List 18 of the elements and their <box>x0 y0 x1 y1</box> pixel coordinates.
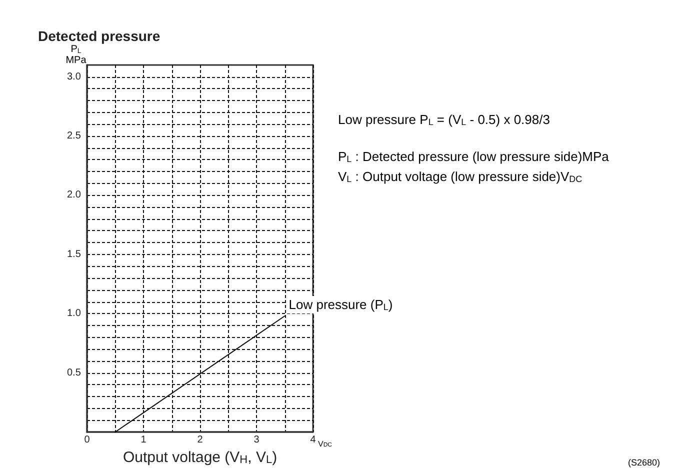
chart-title: Detected pressure <box>38 28 160 44</box>
x-tick-label: 4 <box>310 434 316 446</box>
x-tick-label: 3 <box>254 434 260 446</box>
y-tick-label: 2.5 <box>67 130 82 142</box>
y-tick-label: 1.0 <box>67 308 82 320</box>
x-tick-label: 0 <box>84 434 90 446</box>
y-tick-label: 2.0 <box>67 190 82 201</box>
y-tick-label: 1.5 <box>67 248 82 260</box>
y-tick-label: 0.5 <box>67 367 82 378</box>
x-axis-title: Output voltage (VH, VL) <box>122 448 278 466</box>
text: Low pressure PL = (VL - 0.5) x 0.98/3 <box>338 112 550 127</box>
y-tick-label: 3.0 <box>67 71 82 82</box>
x-tick-label: 1 <box>140 434 147 446</box>
x-tick-label: 2 <box>197 434 204 446</box>
annotation: Low pressure (PL) <box>288 297 393 312</box>
text: VL : Output voltage (low pressure side)VDC <box>338 169 583 184</box>
text: PL : Detected pressure (low pressure side)MPa <box>338 149 610 164</box>
text: (S2680) <box>628 458 660 468</box>
